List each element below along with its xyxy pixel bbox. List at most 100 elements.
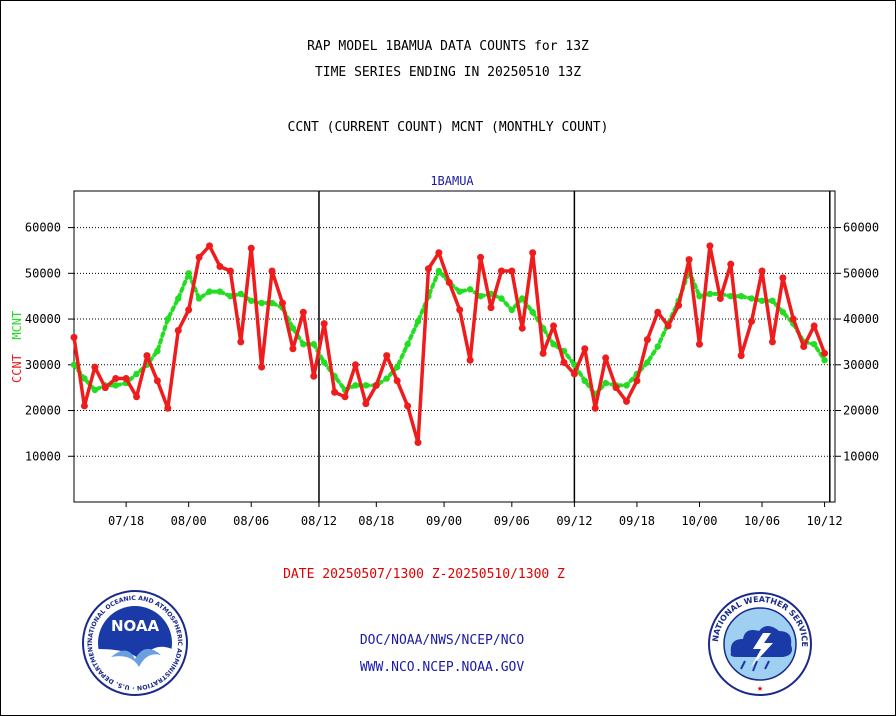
- mcnt-point: [498, 295, 505, 302]
- website-link[interactable]: WWW.NCO.NCEP.NOAA.GOV: [359, 660, 525, 675]
- ccnt-point: [268, 267, 276, 275]
- mcnt-point: [289, 325, 297, 332]
- mcnt-point: [696, 292, 703, 300]
- ccnt-point: [424, 265, 432, 273]
- ccnt-point: [695, 340, 703, 348]
- mcnt-point: [91, 386, 99, 394]
- ccnt-point: [237, 338, 245, 346]
- ccnt-point: [768, 338, 776, 346]
- mcnt-point: [112, 382, 119, 389]
- mcnt-point: [383, 375, 390, 382]
- ccnt-point: [508, 267, 516, 275]
- ccnt-point: [529, 249, 537, 257]
- x-tick-label: 08/06: [233, 514, 269, 528]
- mcnt-point: [154, 347, 161, 355]
- mcnt-point: [508, 306, 516, 314]
- ccnt-point: [748, 317, 756, 325]
- chart-subtitle: CCNT (CURRENT COUNT) MCNT (MONTHLY COUNT…: [287, 120, 609, 135]
- x-tick-label: 09/12: [556, 514, 592, 528]
- mcnt-point: [404, 341, 411, 348]
- ccnt-point: [800, 343, 808, 350]
- mcnt-point: [227, 292, 234, 300]
- mcnt-point: [581, 377, 589, 385]
- ccnt-point: [226, 267, 234, 275]
- y-tick-label-left: 30000: [25, 358, 61, 372]
- ccnt-point: [664, 322, 672, 330]
- y-tick-label-right: 10000: [843, 449, 879, 463]
- ccnt-point: [570, 370, 578, 378]
- mcnt-point: [195, 295, 203, 302]
- y-tick-label-left: 50000: [25, 266, 61, 280]
- y-tick-label-left: 40000: [25, 312, 61, 326]
- x-tick-label: 10/12: [807, 514, 843, 528]
- ccnt-point: [351, 361, 359, 369]
- mcnt-point: [70, 361, 78, 368]
- mcnt-point: [362, 382, 370, 389]
- plot-title: 1BAMUA: [430, 174, 474, 188]
- mcnt-point: [810, 341, 818, 348]
- ccnt-point: [602, 354, 610, 362]
- grid-lines: [74, 191, 835, 502]
- mcnt-point: [237, 290, 244, 298]
- mcnt-point: [769, 297, 776, 304]
- ccnt-point: [143, 352, 151, 360]
- ccnt-point: [435, 249, 443, 257]
- mcnt-point: [821, 357, 828, 364]
- ccnt-point: [654, 308, 662, 316]
- ccnt-point: [404, 402, 412, 410]
- ccnt-point: [164, 404, 172, 412]
- ccnt-point: [289, 345, 297, 353]
- ccnt-point: [174, 326, 182, 334]
- ccnt-point: [821, 349, 829, 357]
- ccnt-point: [456, 306, 464, 314]
- mcnt-point: [779, 308, 787, 316]
- ccnt-point: [487, 304, 495, 312]
- mcnt-point: [81, 375, 88, 382]
- ccnt-point: [581, 345, 589, 353]
- y-tick-label-left: 60000: [25, 221, 61, 235]
- ccnt-point: [623, 397, 631, 405]
- mcnt-series-line: [72, 265, 827, 398]
- ccnt-point: [258, 363, 266, 371]
- mcnt-point: [206, 288, 213, 295]
- ccnt-point: [247, 244, 255, 252]
- ccnt-point: [789, 315, 797, 323]
- ccnt-point: [195, 253, 203, 261]
- x-tick-label: 09/18: [619, 514, 655, 528]
- agency-line: DOC/NOAA/NWS/NCEP/NCO: [359, 633, 525, 648]
- ccnt-axis-label: CCNT: [10, 354, 24, 383]
- x-tick-label: 09/00: [426, 514, 462, 528]
- ccnt-point: [153, 377, 161, 385]
- x-tick-label: 07/18: [108, 514, 144, 528]
- mcnt-point: [320, 359, 328, 366]
- mcnt-point: [529, 308, 536, 316]
- mcnt-point: [466, 286, 474, 293]
- nws-logo: NATIONAL WEATHER SERVICE ★: [708, 592, 812, 696]
- mcnt-point: [623, 382, 630, 389]
- ccnt-point: [414, 439, 422, 447]
- mcnt-point: [258, 299, 265, 307]
- mcnt-point: [477, 292, 484, 300]
- ccnt-point: [810, 322, 818, 330]
- axis-ticks: 10000 10000 20000 20000 30000 30000 40000 40000…: [25, 221, 879, 528]
- x-tick-label: 09/06: [494, 514, 530, 528]
- mcnt-point: [550, 341, 557, 348]
- ccnt-point: [550, 322, 558, 330]
- date-range: DATE 20250507/1300 Z-20250510/1300 Z: [283, 567, 565, 582]
- mcnt-point: [185, 270, 192, 277]
- mcnt-point: [706, 290, 714, 298]
- mcnt-point: [758, 297, 766, 304]
- mcnt-point: [164, 315, 172, 323]
- y-tick-label-right: 20000: [843, 404, 879, 418]
- ccnt-point: [133, 393, 141, 401]
- mcnt-point: [727, 292, 734, 300]
- mcnt-axis-label: MCNT: [10, 310, 24, 340]
- ccnt-point: [372, 381, 380, 389]
- x-tick-label: 08/12: [301, 514, 337, 528]
- ccnt-point: [310, 372, 318, 380]
- ccnt-point: [643, 336, 651, 344]
- mcnt-point: [519, 295, 526, 302]
- ccnt-point: [383, 352, 391, 360]
